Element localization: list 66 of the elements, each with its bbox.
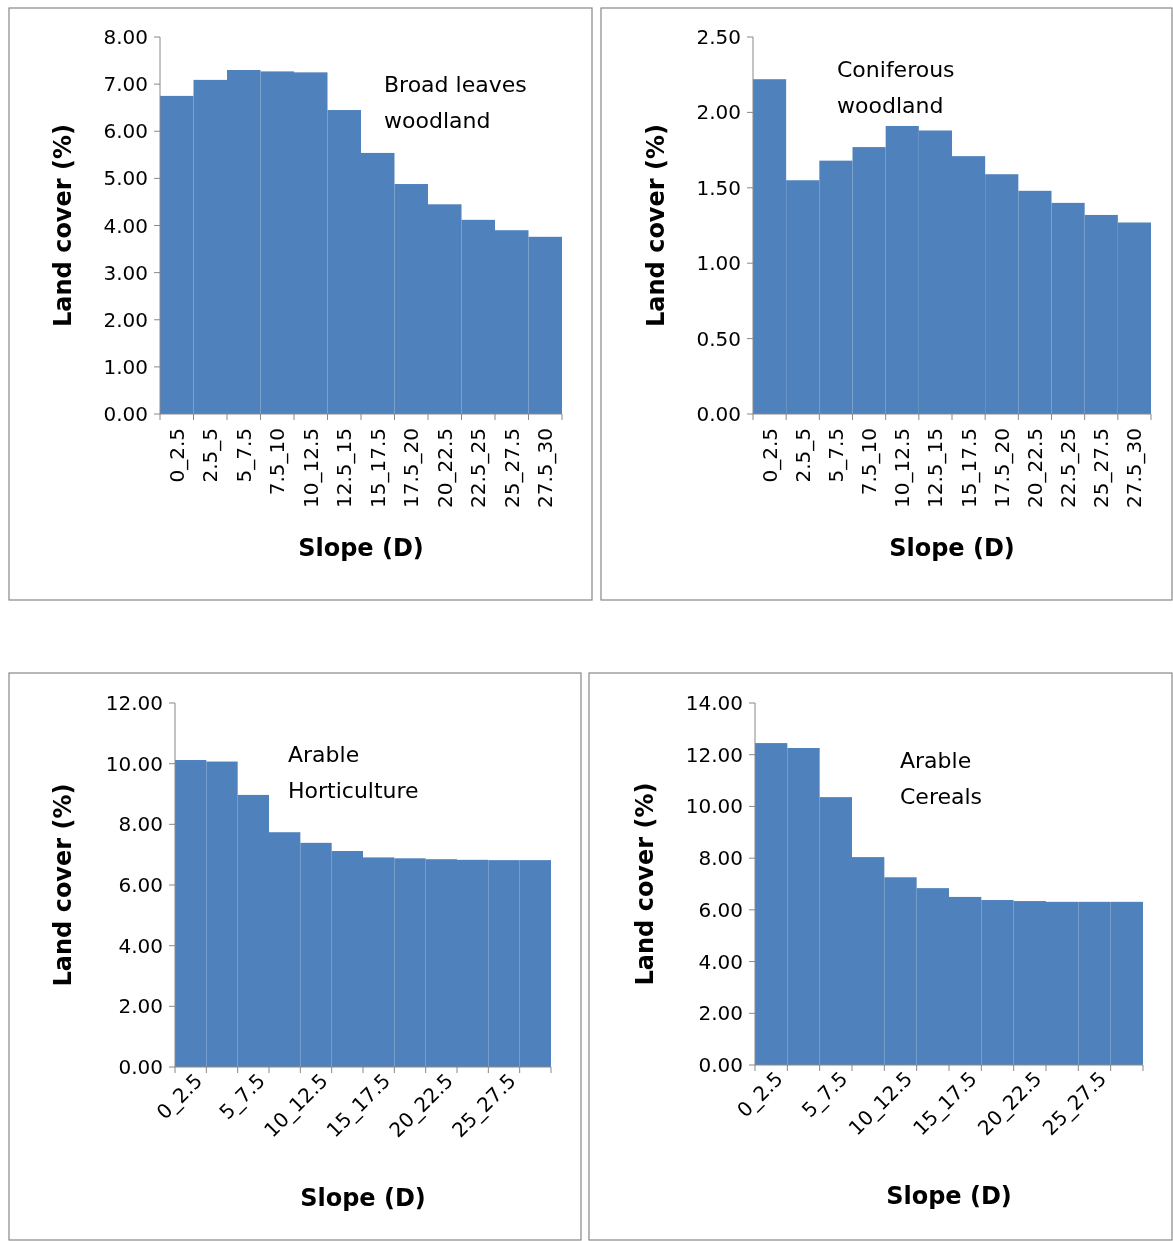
- y-tick-label: 8.00: [118, 812, 163, 837]
- y-tick-label: 1.50: [696, 175, 741, 200]
- x-tick-label: 12.5_15: [923, 428, 948, 508]
- y-tick-label: 2.00: [698, 1001, 743, 1026]
- y-tick-label: 2.50: [696, 25, 741, 49]
- y-tick-label: 2.00: [118, 994, 163, 1019]
- y-tick-label: 0.00: [118, 1055, 163, 1079]
- y-tick-label: 12.00: [105, 691, 163, 715]
- x-tick-label: 15_17.5: [956, 428, 981, 508]
- x-tick-label: 27.5_30: [533, 428, 558, 508]
- y-tick-label: 10.00: [105, 751, 163, 776]
- y-tick-label: 1.00: [696, 251, 741, 276]
- x-tick-label: 2.5_5: [790, 428, 815, 483]
- annotation: Arable Cereals: [900, 747, 983, 809]
- y-tick-label: 0.50: [696, 326, 741, 351]
- x-axis-title: Slope (D): [886, 1182, 1012, 1211]
- y-tick-label: 8.00: [698, 846, 743, 871]
- x-tick-label: 7.5_10: [857, 428, 882, 496]
- x-tick-label: 20_22.5: [432, 428, 457, 508]
- y-tick-label: 5.00: [103, 166, 148, 191]
- y-tick-label: 1.00: [103, 354, 148, 379]
- y-tick-label: 6.00: [118, 873, 163, 897]
- y-axis-title: Land cover (%): [49, 783, 78, 987]
- y-tick-label: 7.00: [103, 72, 148, 97]
- x-tick-label: 10_12.5: [890, 428, 915, 508]
- y-tick-label: 2.00: [103, 307, 148, 332]
- y-tick-label: 8.00: [103, 25, 148, 49]
- x-tick-label: 15_17.5: [365, 428, 390, 508]
- x-tick-label: 7.5_10: [265, 428, 290, 496]
- y-tick-label: 4.00: [103, 213, 148, 238]
- x-tick-label: 27.5_30: [1122, 428, 1147, 508]
- y-tick-label: 4.00: [698, 949, 743, 974]
- x-tick-label: 5_7.5: [231, 428, 256, 483]
- x-tick-label: 12.5_15: [332, 428, 357, 508]
- y-tick-label: 6.00: [103, 119, 148, 144]
- y-tick-label: 0.00: [103, 402, 148, 426]
- y-tick-label: 0.00: [698, 1053, 743, 1077]
- y-tick-label: 12.00: [685, 742, 743, 767]
- x-tick-label: 17.5_20: [989, 428, 1014, 508]
- y-tick-label: 10.00: [685, 794, 743, 819]
- y-tick-label: 6.00: [698, 897, 743, 922]
- y-tick-label: 4.00: [118, 933, 163, 958]
- x-tick-label: 20_22.5: [1022, 428, 1047, 508]
- x-tick-label: 22.5_25: [1056, 428, 1081, 508]
- y-tick-label: 2.00: [696, 100, 741, 125]
- x-tick-label: 5_7.5: [823, 428, 848, 483]
- x-tick-label: 2.5_5: [198, 428, 223, 483]
- x-tick-label: 25_27.5: [1089, 428, 1114, 508]
- x-axis-title: Slope (D): [889, 534, 1015, 563]
- y-tick-label: 0.00: [696, 402, 741, 426]
- y-axis-title: Land cover (%): [642, 124, 671, 327]
- y-tick-label: 3.00: [103, 260, 148, 285]
- x-axis-title: Slope (D): [298, 534, 424, 563]
- y-axis-title: Land cover (%): [631, 782, 660, 986]
- x-tick-label: 22.5_25: [466, 428, 491, 508]
- x-axis-title: Slope (D): [300, 1184, 426, 1213]
- y-axis-title: Land cover (%): [49, 124, 78, 327]
- y-tick-label: 14.00: [685, 691, 743, 715]
- x-tick-label: 0_2.5: [164, 428, 189, 483]
- x-tick-label: 0_2.5: [757, 428, 782, 483]
- annotation: Broad leaves woodland: [384, 71, 527, 133]
- x-tick-label: 10_12.5: [298, 428, 323, 508]
- x-tick-label: 17.5_20: [399, 428, 424, 508]
- annotation: Arable Horticulture: [288, 741, 419, 803]
- x-tick-label: 25_27.5: [499, 428, 524, 508]
- annotation: Coniferous woodland: [837, 56, 955, 118]
